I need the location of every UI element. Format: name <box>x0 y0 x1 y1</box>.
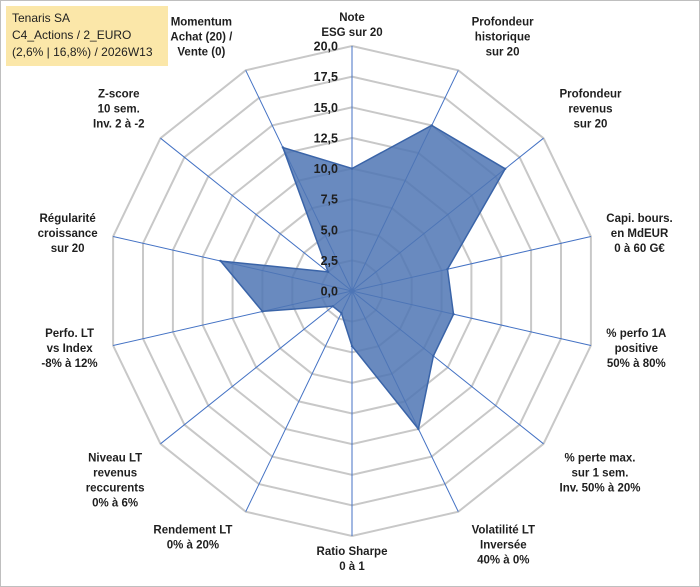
axis-label-line: Momentum <box>171 17 232 29</box>
tick-label: 15,0 <box>314 101 338 115</box>
tick-label: 0,0 <box>321 285 338 299</box>
axis-label-line: Achat (20) / <box>170 32 233 44</box>
axis-label-line: Inv. 2 à -2 <box>93 119 145 131</box>
axis-label-line: Capi. bours. <box>606 213 672 225</box>
axis-label-line: 0 à 1 <box>339 561 365 573</box>
data-point <box>446 268 449 271</box>
axis-label: Ratio Sharpe 0 à 1 <box>317 546 388 573</box>
axis-spoke <box>245 290 353 512</box>
axis-label-line: Perfo. LT <box>45 328 94 340</box>
axis-label-line: croissance <box>38 228 98 240</box>
axis-label-line: 50% à 80% <box>607 358 666 370</box>
axis-label-line: sur 20 <box>486 47 520 59</box>
axis-label: Perfo. LT vs Index -8% à 12% <box>41 328 97 370</box>
axis-label-line: Niveau LT <box>88 453 142 465</box>
axis-label-line: en MdEUR <box>611 228 669 240</box>
security-name: Tenaris SA <box>12 11 71 25</box>
axis-label-line: % perte max. <box>565 453 636 465</box>
data-point <box>350 344 354 348</box>
data-point <box>452 313 455 316</box>
axis-label-line: Profondeur <box>560 89 622 101</box>
axis-label-line: sur 1 sem. <box>572 468 629 480</box>
data-point <box>281 146 285 149</box>
tick-label: 5,0 <box>321 223 338 237</box>
axis-label-line: Vente (0) <box>177 47 225 59</box>
data-point <box>504 167 507 170</box>
security-stats: (2,6% | 16,8%) / 2026W13 <box>12 45 153 59</box>
axis-label-line: sur 20 <box>574 119 608 131</box>
axis-spoke <box>160 290 353 445</box>
axis-label-line: Note <box>339 12 365 24</box>
axis-label-line: historique <box>475 32 531 44</box>
radial-tick-labels: 0,0 2,5 5,0 7,5 10,0 12,5 15,0 17,5 20,0 <box>314 40 338 299</box>
axis-label-line: revenus <box>568 104 612 116</box>
axis-label-line: 40% à 0% <box>477 554 529 566</box>
axis-label-line: 0 à 60 G€ <box>614 243 665 255</box>
axis-label-line: reccurents <box>86 483 145 495</box>
axis-label-line: revenus <box>93 468 137 480</box>
data-point <box>350 167 354 170</box>
tick-label: 10,0 <box>314 162 338 176</box>
data-point <box>432 354 435 358</box>
data-point <box>326 270 330 274</box>
axis-label-line: Inv. 50% à 20% <box>560 483 641 495</box>
tick-label: 17,5 <box>314 70 338 84</box>
tick-label: 12,5 <box>314 131 338 145</box>
axis-label-line: 10 sem. <box>98 104 140 116</box>
axis-label: Régularité croissance sur 20 <box>38 213 98 255</box>
axis-label: Profondeur historique sur 20 <box>472 17 534 59</box>
axis-label-line: Ratio Sharpe <box>317 546 388 558</box>
axis-label: % perte max. sur 1 sem. Inv. 50% à 20% <box>560 453 641 495</box>
axis-label: Niveau LT revenus reccurents 0% à 6% <box>86 453 145 510</box>
axis-label: Momentum Achat (20) / Vente (0) <box>170 17 233 59</box>
axis-label-line: % perfo 1A <box>606 328 666 340</box>
tick-label: 20,0 <box>314 40 338 54</box>
axis-label-line: Rendement LT <box>153 524 232 536</box>
axis-label-line: Z-score <box>98 89 140 101</box>
data-point <box>340 311 343 315</box>
axis-label: Z-score 10 sem. Inv. 2 à -2 <box>93 89 145 131</box>
radar-series <box>218 124 507 431</box>
axis-label-line: Régularité <box>40 213 96 225</box>
axis-label-line: 0% à 20% <box>167 539 219 551</box>
axis-label: Capi. bours. en MdEUR 0 à 60 G€ <box>606 213 672 255</box>
data-point <box>219 259 222 263</box>
axis-label-line: positive <box>615 343 658 355</box>
security-category: C4_Actions / 2_EURO <box>12 28 132 42</box>
axis-label-line: Volatilité LT <box>472 524 535 536</box>
axis-label-line: ESG sur 20 <box>321 27 382 39</box>
axis-label-line: Inversée <box>480 539 527 551</box>
axis-label-line: Profondeur <box>472 17 534 29</box>
axis-label-line: 0% à 6% <box>92 498 138 510</box>
info-box: Tenaris SA C4_Actions / 2_EURO (2,6% | 1… <box>6 6 168 66</box>
data-point <box>430 124 433 127</box>
axis-label: Profondeur revenus sur 20 <box>560 89 622 131</box>
data-point <box>331 305 334 308</box>
data-point <box>261 310 264 313</box>
axis-label: Volatilité LT Inversée 40% à 0% <box>472 524 535 566</box>
tick-label: 2,5 <box>321 254 338 268</box>
axis-spoke <box>160 137 353 292</box>
axis-labels: Note ESG sur 20 Profondeur historique sur 20… <box>38 12 673 573</box>
data-point <box>417 427 420 431</box>
axis-label-line: -8% à 12% <box>41 358 97 370</box>
axis-label-line: vs Index <box>47 343 94 355</box>
axis-label-line: sur 20 <box>51 243 85 255</box>
axis-label: Note ESG sur 20 <box>321 12 382 39</box>
tick-label: 7,5 <box>321 193 338 207</box>
axis-label: Rendement LT 0% à 20% <box>153 524 232 551</box>
axis-label: % perfo 1A positive 50% à 80% <box>606 328 666 370</box>
